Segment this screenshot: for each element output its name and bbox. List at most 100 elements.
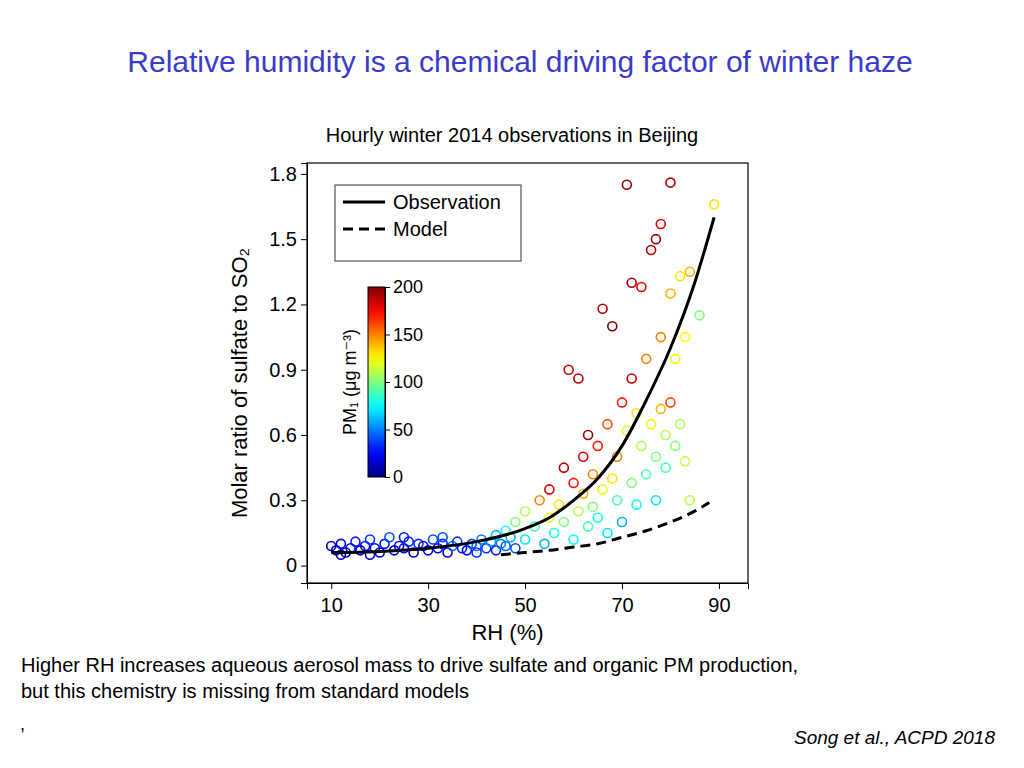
colorbar-tick-mark <box>385 430 390 431</box>
data-point <box>535 496 544 505</box>
data-point <box>574 374 583 383</box>
data-point <box>681 333 690 342</box>
data-point <box>637 441 646 450</box>
x-tick-mark <box>331 583 332 589</box>
y-tick-mark <box>301 174 307 175</box>
x-tick: 70 <box>611 583 633 616</box>
data-point <box>676 272 685 281</box>
y-tick: 1.2 <box>269 293 307 315</box>
data-point <box>685 267 694 276</box>
colorbar-tick-label: 0 <box>393 467 403 487</box>
data-point <box>579 452 588 461</box>
colorbar-tick-mark <box>385 287 390 288</box>
series-line <box>501 502 709 554</box>
data-point <box>642 470 651 479</box>
y-tick: 0.3 <box>269 489 307 511</box>
data-point <box>627 374 636 383</box>
data-point <box>685 496 694 505</box>
colorbar-tick-label: 150 <box>393 325 423 345</box>
colorbar-title: PM₁ (μg m⁻³) <box>340 329 360 435</box>
data-point <box>613 496 622 505</box>
x-tick-mark <box>622 583 623 589</box>
data-point <box>559 518 568 527</box>
y-tick-mark <box>301 500 307 501</box>
y-tick-label: 0 <box>286 554 297 576</box>
data-point <box>472 548 481 557</box>
data-point <box>642 354 651 363</box>
colorbar-tick-label: 100 <box>393 372 423 392</box>
y-tick-mark <box>301 370 307 371</box>
data-point <box>593 441 602 450</box>
y-tick-label: 1.8 <box>269 163 297 185</box>
y-tick: 1.8 <box>269 163 307 185</box>
y-tick-mark <box>301 304 307 305</box>
y-tick-label: 1.2 <box>269 293 297 315</box>
scatter-points <box>327 178 719 559</box>
data-point <box>637 283 646 292</box>
slide-title: Relative humidity is a chemical driving … <box>127 45 912 78</box>
data-point <box>598 485 607 494</box>
data-point <box>651 452 660 461</box>
data-point <box>588 502 597 511</box>
x-tick-mark <box>428 583 429 589</box>
data-point <box>651 496 660 505</box>
data-point <box>593 513 602 522</box>
data-point <box>666 398 675 407</box>
data-point <box>603 420 612 429</box>
data-point <box>647 420 656 429</box>
data-point <box>521 507 530 516</box>
data-point <box>574 507 583 516</box>
data-point <box>661 463 670 472</box>
x-tick: 50 <box>514 583 536 616</box>
y-axis-title: Molar ratio of sulfate to SO₂ <box>227 248 252 518</box>
colorbar-axis-line <box>386 288 391 478</box>
y-tick-label: 0.6 <box>269 424 297 446</box>
data-point <box>569 535 578 544</box>
legend-swatch <box>343 228 385 231</box>
data-point <box>618 398 627 407</box>
data-point <box>429 535 438 544</box>
data-point <box>385 533 394 542</box>
data-point <box>351 537 360 546</box>
colorbar-tick: 0 <box>385 467 403 487</box>
data-point <box>559 463 568 472</box>
caption-line: but this chemistry is missing from stand… <box>21 680 469 702</box>
x-tick-mark <box>525 583 526 589</box>
y-tick: 0.9 <box>269 359 307 381</box>
data-point <box>647 246 656 255</box>
data-point <box>336 539 345 548</box>
data-point <box>584 522 593 531</box>
data-point <box>666 289 675 298</box>
y-tick: 0.6 <box>269 424 307 446</box>
data-point <box>399 533 408 542</box>
data-point <box>545 485 554 494</box>
chart-title: Hourly winter 2014 observations in Beiji… <box>326 124 698 146</box>
data-point <box>651 235 660 244</box>
y-tick-mark <box>301 435 307 436</box>
data-point <box>676 420 685 429</box>
colorbar-tick-mark <box>385 335 390 336</box>
data-point <box>695 311 704 320</box>
x-tick: 10 <box>321 583 343 616</box>
legend-label: Observation <box>393 191 501 213</box>
y-axis-line <box>301 164 308 584</box>
colorbar-tick: 50 <box>385 420 413 440</box>
y-tick-label: 0.3 <box>269 489 297 511</box>
y-tick-mark <box>301 566 307 567</box>
x-tick-label: 10 <box>321 594 343 616</box>
data-point <box>671 441 680 450</box>
data-point <box>584 431 593 440</box>
data-point <box>608 322 617 331</box>
colorbar-tick: 200 <box>385 277 423 297</box>
colorbar-tick-label: 200 <box>393 277 423 297</box>
colorbar-tick: 100 <box>385 372 423 392</box>
x-tick: 90 <box>708 583 730 616</box>
x-axis-title: RH (%) <box>471 620 543 645</box>
plot-data <box>327 178 719 559</box>
colorbar-tick-mark <box>385 477 390 478</box>
data-point <box>627 278 636 287</box>
data-point <box>656 219 665 228</box>
y-tick: 0 <box>286 554 307 576</box>
slide: Relative humidity is a chemical driving … <box>0 0 1024 768</box>
data-point <box>618 518 627 527</box>
